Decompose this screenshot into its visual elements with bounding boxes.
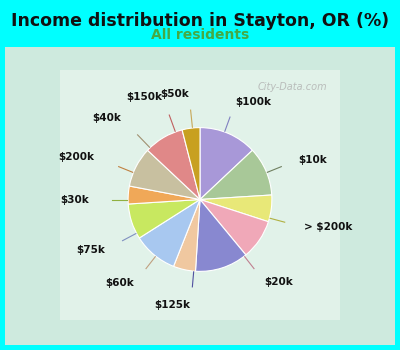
Text: $150k: $150k [127,92,163,102]
Wedge shape [174,199,200,271]
Wedge shape [200,150,272,200]
Text: $30k: $30k [60,195,88,204]
Text: $10k: $10k [299,155,328,164]
Wedge shape [196,199,246,271]
Wedge shape [129,150,200,200]
Wedge shape [128,186,200,204]
Text: > $200k: > $200k [304,222,352,232]
Wedge shape [182,128,200,200]
Wedge shape [139,199,200,266]
Text: $100k: $100k [236,97,272,106]
Bar [5,47,395,345]
Text: All residents: All residents [151,28,249,42]
Wedge shape [148,130,200,199]
Wedge shape [200,128,252,200]
Text: $20k: $20k [264,276,293,287]
Text: Income distribution in Stayton, OR (%): Income distribution in Stayton, OR (%) [11,12,389,30]
Wedge shape [200,199,268,255]
Text: $50k: $50k [160,89,189,99]
Text: $75k: $75k [76,245,105,255]
Text: $60k: $60k [106,278,134,288]
Text: $200k: $200k [59,152,95,162]
Wedge shape [128,199,200,238]
Text: City-Data.com: City-Data.com [258,83,328,92]
Text: $40k: $40k [92,113,121,123]
Wedge shape [200,195,272,222]
Bar [60,70,340,320]
Text: $125k: $125k [155,301,191,310]
